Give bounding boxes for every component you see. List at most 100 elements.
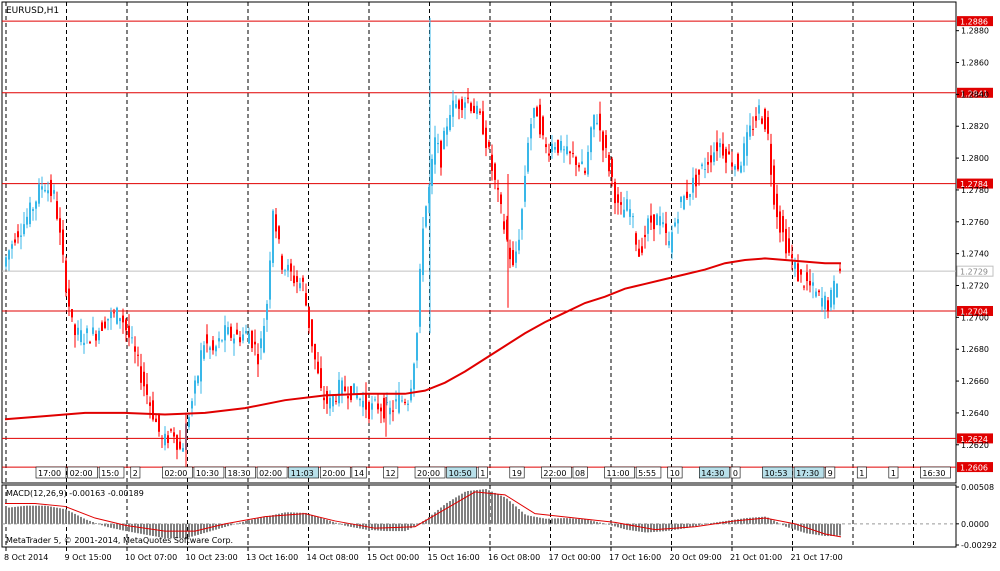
candle-body-531 bbox=[536, 107, 538, 117]
candle-body-318 bbox=[323, 397, 325, 401]
candle-body-162 bbox=[167, 435, 169, 443]
candle-body-81 bbox=[86, 328, 88, 334]
candle-body-48 bbox=[53, 190, 55, 194]
candle-body-177 bbox=[182, 448, 184, 452]
candle-body-108 bbox=[113, 312, 115, 314]
macd-bar-219 bbox=[224, 523, 226, 528]
candle-body-645 bbox=[650, 215, 652, 223]
candle-body-84 bbox=[89, 341, 91, 344]
macd-bar-765 bbox=[770, 519, 772, 524]
candle-body-222 bbox=[227, 327, 229, 335]
candle-body-99 bbox=[104, 321, 106, 328]
macd-bar-453 bbox=[458, 495, 460, 524]
macd-bar-807 bbox=[812, 523, 814, 535]
candle-body-777 bbox=[782, 216, 784, 233]
macd-bar-786 bbox=[791, 523, 793, 529]
macd-bar-333 bbox=[338, 523, 340, 525]
candle-body-333 bbox=[338, 379, 340, 404]
macd-bar-0 bbox=[5, 507, 7, 524]
candle-body-639 bbox=[644, 234, 646, 238]
candle-body-336 bbox=[341, 380, 343, 394]
timeline-label-19: 5:55 bbox=[638, 469, 656, 478]
candle-body-75 bbox=[80, 330, 82, 343]
candle-body-387 bbox=[392, 410, 394, 412]
macd-bar-324 bbox=[329, 520, 331, 524]
candle-body-768 bbox=[773, 165, 775, 205]
timeline-box-28 bbox=[920, 466, 951, 479]
candle-body-672 bbox=[677, 219, 679, 224]
macd-bar-9 bbox=[14, 506, 16, 524]
macd-bar-546 bbox=[551, 518, 553, 524]
candle-body-18 bbox=[23, 224, 25, 235]
candle-body-792 bbox=[797, 263, 799, 282]
candle-body-636 bbox=[641, 246, 643, 253]
macd-bar-81 bbox=[86, 519, 88, 524]
macd-bar-705 bbox=[710, 523, 712, 524]
price-tick-label-5: 1.2780 bbox=[961, 186, 989, 195]
macd-bar-579 bbox=[584, 519, 586, 524]
candle-body-774 bbox=[779, 211, 781, 233]
macd-bar-111 bbox=[116, 523, 118, 530]
candle-body-384 bbox=[389, 407, 391, 415]
macd-bar-234 bbox=[239, 522, 241, 524]
macd-bar-732 bbox=[737, 519, 739, 524]
macd-bar-660 bbox=[665, 523, 667, 532]
candle-body-378 bbox=[383, 397, 385, 419]
macd-bar-480 bbox=[485, 489, 487, 524]
candle-body-60 bbox=[65, 260, 67, 293]
main-pane-border bbox=[1, 1, 957, 484]
macd-bar-312 bbox=[317, 516, 319, 524]
candle-body-507 bbox=[512, 250, 514, 266]
candle-body-147 bbox=[152, 400, 154, 420]
candle-body-216 bbox=[221, 340, 223, 342]
level-tag-2 bbox=[957, 178, 993, 189]
price-tick-label-8: 1.2720 bbox=[961, 282, 989, 291]
timeline-label-1: 02:00 bbox=[70, 469, 93, 478]
candle-body-633 bbox=[638, 248, 640, 257]
candle-body-309 bbox=[314, 343, 316, 360]
macd-bar-627 bbox=[632, 523, 634, 531]
timeline-label-28: 16:30 bbox=[922, 469, 945, 478]
macd-bar-465 bbox=[470, 490, 472, 524]
macd-bar-756 bbox=[761, 516, 763, 524]
candle-body-351 bbox=[356, 394, 358, 399]
macd-bar-237 bbox=[242, 521, 244, 524]
macd-bar-54 bbox=[59, 508, 61, 524]
macd-bar-525 bbox=[530, 516, 532, 524]
macd-bar-801 bbox=[806, 523, 808, 534]
candle-body-435 bbox=[440, 140, 442, 168]
candle-body-255 bbox=[260, 338, 262, 349]
candle-body-564 bbox=[569, 151, 571, 154]
macd-bar-471 bbox=[476, 490, 478, 524]
macd-bar-408 bbox=[413, 523, 415, 527]
timeline-box-27 bbox=[888, 466, 899, 479]
candle-body-546 bbox=[551, 143, 553, 152]
macd-bar-270 bbox=[275, 514, 277, 524]
candle-body-813 bbox=[818, 290, 820, 293]
timeline-label-13: 10:50 bbox=[449, 469, 472, 478]
candle-body-618 bbox=[623, 209, 625, 218]
macd-bar-84 bbox=[89, 520, 91, 524]
copyright-text: MetaTrader 5, © 2001-2014, MetaQuotes So… bbox=[6, 536, 233, 545]
candle-body-534 bbox=[539, 104, 541, 135]
timeline-label-5: 10:30 bbox=[196, 469, 219, 478]
current-price-tag bbox=[956, 265, 994, 277]
candle-body-555 bbox=[560, 141, 562, 151]
candle-body-405 bbox=[410, 388, 412, 401]
macd-bar-78 bbox=[83, 518, 85, 524]
time-tick-label-0: 8 Oct 2014 bbox=[4, 553, 48, 562]
macd-bar-531 bbox=[536, 517, 538, 524]
macd-bar-774 bbox=[779, 523, 781, 525]
timeline-box-0 bbox=[35, 466, 67, 479]
ma-line bbox=[4, 257, 841, 421]
macd-bar-624 bbox=[629, 523, 631, 531]
candle-body-825 bbox=[830, 289, 832, 308]
timeline-box-7 bbox=[256, 466, 288, 479]
candle-body-627 bbox=[632, 216, 634, 218]
timeline-strip: 17:00 02:00 15:0 2 02:00 10:30 18:30 02:00 11:03… bbox=[35, 466, 951, 479]
macd-bar-195 bbox=[200, 523, 202, 534]
macd-bar-810 bbox=[815, 523, 817, 535]
price-tick-label-1: 1.2860 bbox=[961, 59, 989, 68]
